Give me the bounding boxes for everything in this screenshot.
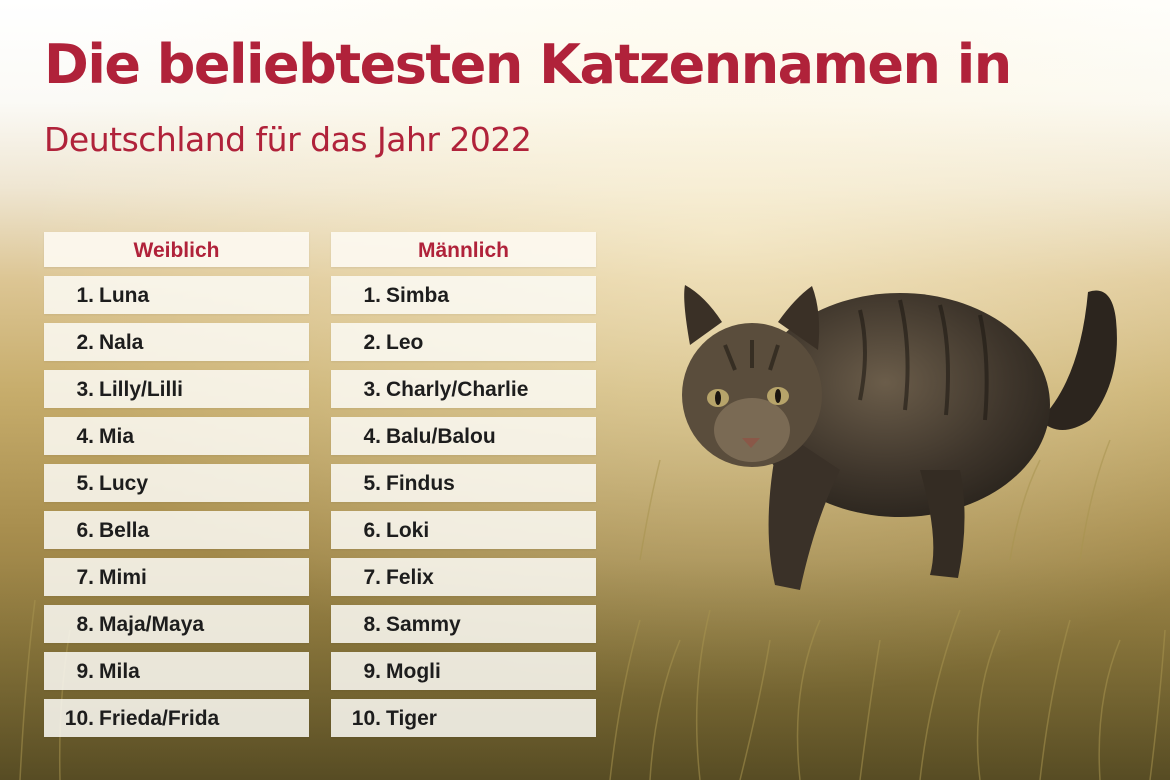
rank-number: 2. bbox=[363, 331, 381, 354]
rank-number: 6. bbox=[76, 519, 94, 542]
female-name-row: 9. Mila bbox=[44, 652, 309, 690]
rank-number: 1. bbox=[363, 284, 381, 307]
female-name-row: 10. Frieda/Frida bbox=[44, 699, 309, 737]
male-name-row: 8. Sammy bbox=[331, 605, 596, 643]
cat-name: Maja/Maya bbox=[99, 613, 205, 636]
female-name-row: 3. Lilly/Lilli bbox=[44, 370, 309, 408]
rank-number: 5. bbox=[76, 472, 94, 495]
cat-name: Felix bbox=[386, 566, 434, 589]
rank-number: 6. bbox=[363, 519, 381, 542]
male-names-column: Männlich 1. Simba 2. Leo 3. Charly/Charlie … bbox=[331, 232, 596, 746]
rank-number: 4. bbox=[76, 425, 94, 448]
cat-name: Charly/Charlie bbox=[386, 378, 529, 401]
cat-name: Leo bbox=[386, 331, 424, 354]
rank-number: 8. bbox=[363, 613, 381, 636]
rank-number: 3. bbox=[76, 378, 94, 401]
female-name-row: 8. Maja/Maya bbox=[44, 605, 309, 643]
cat-name: Findus bbox=[386, 472, 455, 495]
rank-number: 7. bbox=[76, 566, 94, 589]
male-name-row: 1. Simba bbox=[331, 276, 596, 314]
male-name-row: 4. Balu/Balou bbox=[331, 417, 596, 455]
cat-name: Nala bbox=[99, 331, 144, 354]
cat-illustration bbox=[682, 285, 1117, 590]
rank-number: 2. bbox=[76, 331, 94, 354]
female-name-row: 1. Luna bbox=[44, 276, 309, 314]
cat-name: Luna bbox=[99, 284, 150, 307]
cat-name: Simba bbox=[386, 284, 450, 307]
male-name-row: 3. Charly/Charlie bbox=[331, 370, 596, 408]
male-name-row: 6. Loki bbox=[331, 511, 596, 549]
rank-number: 10. bbox=[64, 707, 94, 730]
rank-number: 10. bbox=[351, 707, 381, 730]
cat-name: Tiger bbox=[386, 707, 437, 730]
cat-name: Sammy bbox=[386, 613, 461, 636]
cat-name: Frieda/Frida bbox=[99, 707, 220, 730]
rank-number: 3. bbox=[363, 378, 381, 401]
rank-number: 5. bbox=[363, 472, 381, 495]
rank-number: 9. bbox=[76, 660, 94, 683]
rank-number: 4. bbox=[363, 425, 381, 448]
rank-number: 8. bbox=[76, 613, 94, 636]
female-name-row: 2. Nala bbox=[44, 323, 309, 361]
cat-name: Loki bbox=[386, 519, 430, 542]
rank-number: 1. bbox=[76, 284, 94, 307]
cat-name: Mila bbox=[99, 660, 140, 683]
cat-name: Balu/Balou bbox=[386, 425, 496, 448]
male-name-row: 5. Findus bbox=[331, 464, 596, 502]
page-subtitle: Deutschland für das Jahr 2022 bbox=[44, 120, 532, 159]
cat-name: Mia bbox=[99, 425, 135, 448]
rank-number: 9. bbox=[363, 660, 381, 683]
female-name-row: 6. Bella bbox=[44, 511, 309, 549]
cat-name: Lucy bbox=[99, 472, 149, 495]
cat-name: Mogli bbox=[386, 660, 441, 683]
female-name-row: 4. Mia bbox=[44, 417, 309, 455]
female-names-column: Weiblich 1. Luna 2. Nala 3. Lilly/Lilli 4. M… bbox=[44, 232, 309, 746]
female-name-row: 5. Lucy bbox=[44, 464, 309, 502]
cat-name: Mimi bbox=[99, 566, 147, 589]
male-name-row: 7. Felix bbox=[331, 558, 596, 596]
cat-name: Bella bbox=[99, 519, 150, 542]
female-name-row: 7. Mimi bbox=[44, 558, 309, 596]
rank-number: 7. bbox=[363, 566, 381, 589]
male-name-row: 10. Tiger bbox=[331, 699, 596, 737]
male-column-header: Männlich bbox=[331, 232, 596, 267]
male-name-row: 2. Leo bbox=[331, 323, 596, 361]
male-name-row: 9. Mogli bbox=[331, 652, 596, 690]
cat-name: Lilly/Lilli bbox=[99, 378, 184, 401]
female-column-header: Weiblich bbox=[44, 232, 309, 267]
page-title: Die beliebtesten Katzennamen in bbox=[44, 33, 1012, 96]
